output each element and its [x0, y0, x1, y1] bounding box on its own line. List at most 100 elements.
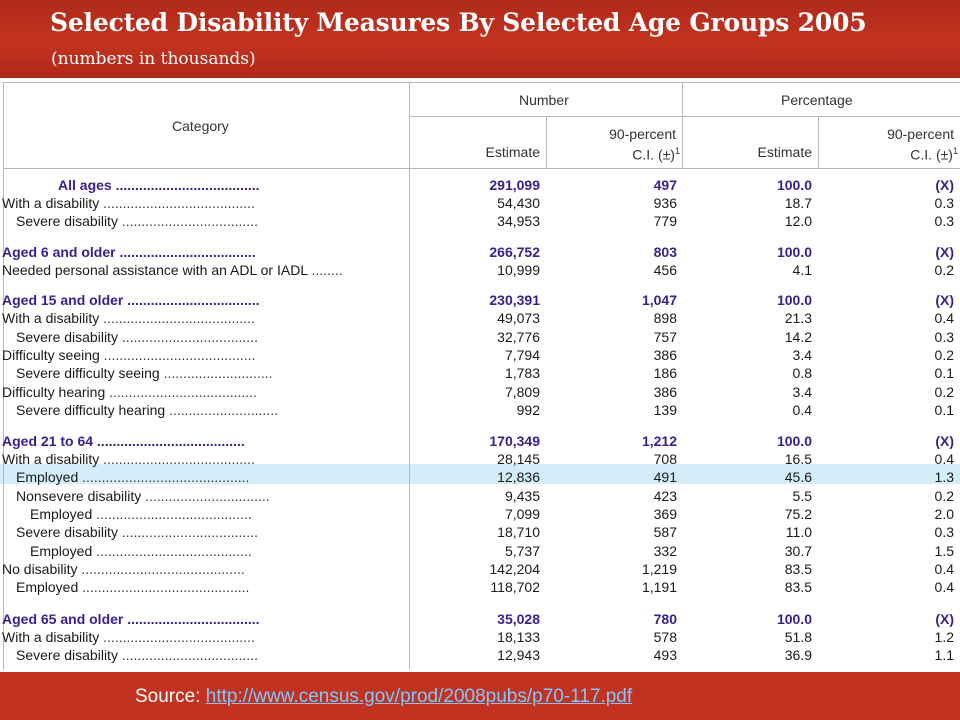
row-label: With a disability ......................… [2, 309, 405, 327]
header-category: Category [172, 118, 229, 134]
source-label: Source: [135, 686, 206, 707]
row-label: With a disability ......................… [2, 628, 405, 646]
percentage-subdivider [818, 116, 819, 168]
percentage-ci-cell: 1.1 [934, 647, 954, 663]
header-percentage-ci-line1: 90-percent [887, 126, 954, 142]
percentage-ci-cell: 0.1 [934, 402, 954, 418]
row-label: Severe disability ......................… [16, 212, 405, 230]
table-row: Severe disability ......................… [0, 646, 960, 664]
number-ci-cell: 708 [653, 451, 677, 467]
row-label: All ages ...............................… [58, 176, 405, 194]
row-label-text: Aged 65 and older [2, 611, 124, 627]
percentage-ci-cell: 1.3 [934, 469, 954, 485]
percentage-ci-cell: 0.4 [934, 451, 954, 467]
row-label-text: Severe disability [16, 213, 118, 229]
number-estimate-cell: 7,809 [504, 384, 540, 400]
percentage-estimate-cell: 21.3 [784, 310, 812, 326]
row-leader-dots: ................................... [117, 329, 258, 345]
number-ci-cell: 803 [653, 244, 677, 260]
percentage-ci-cell: 2.0 [934, 506, 954, 522]
percentage-estimate-cell: 45.6 [784, 469, 812, 485]
row-label: Severe disability ......................… [16, 646, 405, 664]
percentage-estimate-cell: 100.0 [776, 177, 812, 193]
row-label: Severe difficulty seeing ...............… [16, 364, 405, 382]
number-estimate-cell: 18,710 [497, 524, 540, 540]
row-label-text: With a disability [2, 195, 100, 211]
header-percentage-estimate: Estimate [757, 144, 812, 160]
number-estimate-cell: 5,737 [504, 543, 540, 559]
row-label-text: Difficulty seeing [2, 347, 100, 363]
row-leader-dots: ...................................... [105, 384, 257, 400]
number-estimate-cell: 10,999 [497, 262, 540, 278]
percentage-ci-cell: 0.2 [934, 488, 954, 504]
row-label-text: Aged 15 and older [2, 292, 124, 308]
row-leader-dots: ........................................… [78, 579, 250, 595]
table-row: Employed ...............................… [0, 542, 960, 560]
percentage-ci-cell: (X) [935, 177, 954, 193]
table-top-border [3, 82, 960, 83]
percentage-estimate-cell: 30.7 [784, 543, 812, 559]
number-ci-cell: 1,212 [641, 433, 677, 449]
percentage-ci-cell: 0.3 [934, 329, 954, 345]
number-estimate-cell: 28,145 [497, 451, 540, 467]
percentage-ci-cell: (X) [935, 244, 954, 260]
header-bottom-border [3, 168, 960, 169]
number-ci-cell: 497 [653, 177, 677, 193]
row-leader-dots: ....................................... [99, 195, 255, 211]
table-left-border [3, 82, 4, 670]
percentage-estimate-cell: 16.5 [784, 451, 812, 467]
row-label: Severe disability ......................… [16, 328, 405, 346]
row-label-text: Severe disability [16, 647, 118, 663]
percentage-ci-cell: 1.5 [934, 543, 954, 559]
table-row: Employed ...............................… [0, 578, 960, 596]
row-label-text: Employed [16, 469, 79, 485]
row-label: Employed ...............................… [16, 468, 405, 486]
footer-bar [0, 672, 960, 720]
table-group-row: Aged 65 and older ......................… [0, 610, 960, 628]
number-estimate-cell: 34,953 [497, 213, 540, 229]
row-label-text: Difficulty hearing [2, 384, 106, 400]
number-estimate-cell: 170,349 [489, 433, 540, 449]
table-group-row: Aged 15 and older ......................… [0, 291, 960, 309]
source-link[interactable]: http://www.census.gov/prod/2008pubs/p70-… [205, 686, 633, 707]
percentage-estimate-cell: 100.0 [776, 611, 812, 627]
row-leader-dots: ........................................ [92, 543, 252, 559]
percentage-ci-cell: 0.2 [934, 384, 954, 400]
table-row: Needed personal assistance with an ADL o… [0, 261, 960, 279]
row-leader-dots: ....................................... [99, 451, 255, 467]
number-estimate-cell: 266,752 [489, 244, 540, 260]
percentage-ci-cell: 0.2 [934, 262, 954, 278]
percentage-estimate-cell: 100.0 [776, 244, 812, 260]
row-label-text: With a disability [2, 629, 100, 645]
row-label-text: Employed [30, 543, 93, 559]
row-leader-dots: ..................................... [111, 177, 260, 193]
table-row: With a disability ......................… [0, 628, 960, 646]
percentage-ci-cell: 0.3 [934, 213, 954, 229]
table-row: With a disability ......................… [0, 194, 960, 212]
number-estimate-cell: 291,099 [489, 177, 540, 193]
percentage-estimate-cell: 83.5 [784, 579, 812, 595]
table-row: Severe difficulty hearing ..............… [0, 401, 960, 419]
number-ci-cell: 587 [653, 524, 677, 540]
number-ci-cell: 780 [653, 611, 677, 627]
number-ci-cell: 386 [653, 347, 677, 363]
table-row: Severe difficulty seeing ...............… [0, 364, 960, 382]
number-ci-cell: 423 [653, 488, 677, 504]
row-leader-dots: ............................ [159, 365, 273, 381]
number-subdivider [546, 116, 547, 168]
number-ci-cell: 386 [653, 384, 677, 400]
percentage-estimate-cell: 75.2 [784, 506, 812, 522]
row-leader-dots: ........................................… [77, 561, 245, 577]
row-leader-dots: ................................... [115, 244, 256, 260]
table-row: No disability ..........................… [0, 560, 960, 578]
row-label: Aged 6 and older .......................… [2, 243, 405, 261]
percentage-estimate-cell: 18.7 [784, 195, 812, 211]
row-label-text: All ages [58, 177, 112, 193]
row-label: Employed ...............................… [16, 578, 405, 596]
percentage-ci-cell: 1.2 [934, 629, 954, 645]
header-number-ci-line2: C.I. (±)1 [632, 146, 680, 163]
number-ci-cell: 936 [653, 195, 677, 211]
category-divider [409, 82, 410, 670]
number-ci-cell: 578 [653, 629, 677, 645]
disability-table: Category Number Percentage Estimate 90-p… [0, 78, 960, 672]
